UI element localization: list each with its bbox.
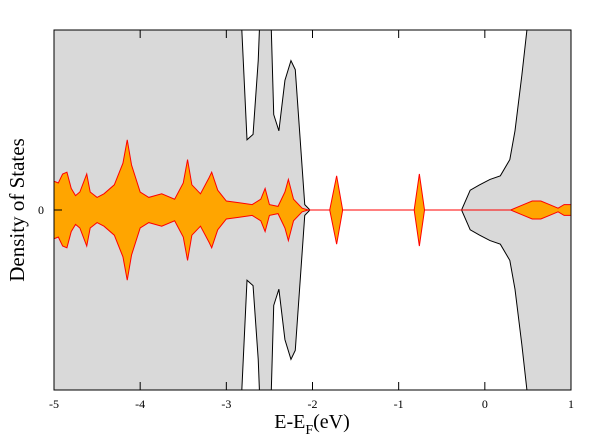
plot-area — [54, 30, 571, 390]
x-label-main: E-E — [274, 411, 305, 433]
area-fill — [54, 210, 571, 390]
area-fill — [54, 30, 571, 210]
x-tick-label: -3 — [221, 397, 231, 411]
area-line — [54, 139, 571, 211]
x-axis-label: E-EF(eV) — [274, 411, 350, 438]
x-label-sub: F — [305, 423, 313, 438]
x-tick-label: -5 — [49, 397, 59, 411]
x-tick-label: -1 — [394, 397, 404, 411]
x-tick-label: -4 — [135, 397, 145, 411]
x-tick-label: 1 — [568, 397, 574, 411]
x-label-unit: (eV) — [313, 411, 350, 433]
area-line — [241, 30, 528, 211]
area-line — [241, 209, 528, 390]
x-tick-label: 0 — [482, 397, 488, 411]
y-axis-label: Density of States — [5, 138, 29, 281]
x-tick-label: -2 — [308, 397, 318, 411]
area-line — [54, 209, 571, 281]
area-fill — [54, 139, 571, 210]
y-tick-label: 0 — [38, 203, 44, 217]
area-fill — [54, 210, 571, 281]
